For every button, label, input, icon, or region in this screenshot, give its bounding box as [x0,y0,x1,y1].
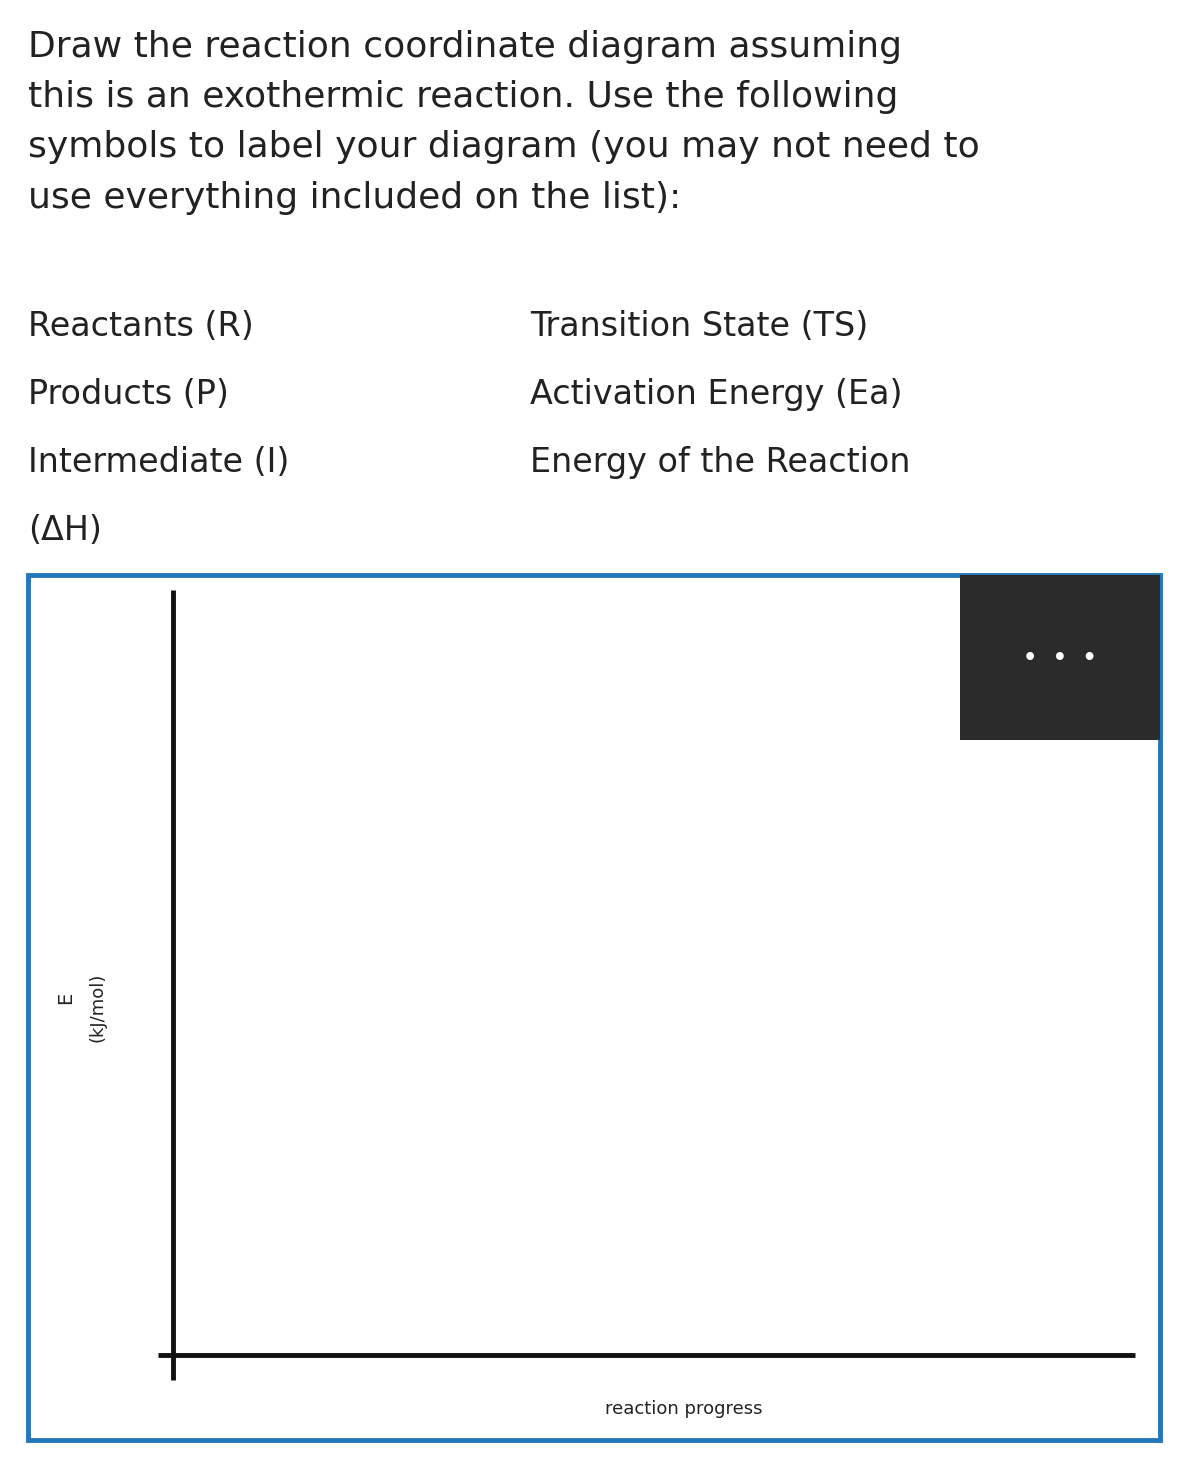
Text: E: E [56,992,76,1003]
Text: •  •  •: • • • [1024,648,1097,667]
Text: Activation Energy (Ea): Activation Energy (Ea) [530,377,902,411]
Text: reaction progress: reaction progress [605,1400,763,1418]
Text: Draw the reaction coordinate diagram assuming
this is an exothermic reaction. Us: Draw the reaction coordinate diagram ass… [28,30,979,215]
Text: Products (P): Products (P) [28,377,229,411]
Bar [960,576,1160,740]
Text: Transition State (TS): Transition State (TS) [530,309,869,343]
Text: Energy of the Reaction: Energy of the Reaction [530,445,911,480]
Text: Reactants (R): Reactants (R) [28,309,253,343]
Text: (kJ/mol): (kJ/mol) [89,972,107,1042]
Bar [28,576,1160,1440]
Text: (ΔH): (ΔH) [28,514,102,548]
Text: Intermediate (I): Intermediate (I) [28,445,289,480]
